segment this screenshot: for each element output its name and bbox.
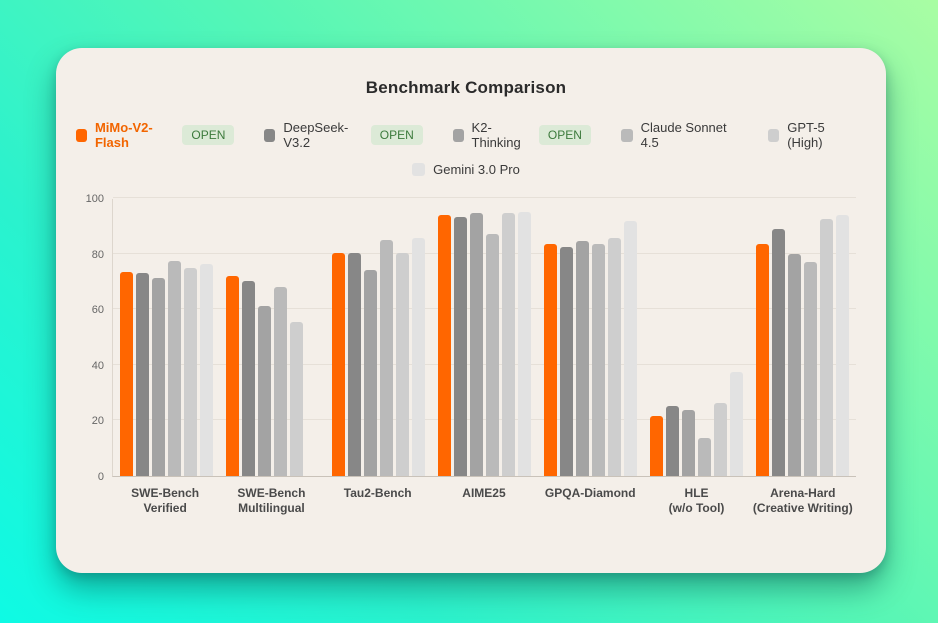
legend-item-claude-sonnet-4-5: Claude Sonnet 4.5 bbox=[620, 120, 738, 150]
bar-claude-sonnet-4-5 bbox=[379, 240, 393, 476]
y-axis: 0 20 40 60 80 100 bbox=[76, 193, 112, 483]
bar-k2-thinking bbox=[788, 254, 802, 476]
bar-group bbox=[113, 199, 219, 476]
bar-k2-thinking bbox=[151, 278, 165, 476]
gridline bbox=[113, 197, 856, 198]
x-axis-label: Arena-Hard (Creative Writing) bbox=[752, 486, 853, 515]
y-tick-label: 80 bbox=[91, 248, 104, 261]
y-tick-label: 40 bbox=[91, 359, 104, 372]
legend-label: GPT-5 (High) bbox=[787, 120, 825, 150]
x-axis-label: GPQA-Diamond bbox=[544, 486, 636, 500]
bar-claude-sonnet-4-5 bbox=[485, 234, 499, 476]
legend-label: Claude Sonnet 4.5 bbox=[640, 120, 727, 150]
x-axis-label: AIME25 bbox=[462, 486, 506, 500]
bar-gemini-3-0-pro bbox=[411, 238, 425, 476]
bar-mimo-v2-flash bbox=[331, 253, 345, 476]
legend-item-gpt-5-high-: GPT-5 (High) bbox=[767, 120, 856, 150]
legend-row-2: Gemini 3.0 Pro bbox=[76, 162, 856, 177]
legend-label: MiMo-V2-Flash bbox=[94, 120, 153, 150]
x-axis-label: HLE (w/o Tool) bbox=[668, 486, 725, 515]
bar-k2-thinking bbox=[469, 213, 483, 476]
bar-claude-sonnet-4-5 bbox=[592, 244, 606, 476]
bar-claude-sonnet-4-5 bbox=[273, 287, 287, 476]
x-axis-label: SWE-Bench Multilingual bbox=[237, 486, 306, 515]
bar-k2-thinking bbox=[363, 270, 377, 476]
legend-label: DeepSeek-V3.2 bbox=[283, 120, 349, 150]
legend-item-k2-thinking: K2-Thinking OPEN bbox=[452, 120, 591, 150]
bar-mimo-v2-flash bbox=[650, 416, 664, 476]
bar-mimo-v2-flash bbox=[544, 244, 558, 476]
legend-item-gemini-3-0-pro: Gemini 3.0 Pro bbox=[412, 162, 520, 177]
gridline bbox=[113, 363, 856, 365]
legend-swatch-icon bbox=[767, 128, 780, 142]
y-tick-label: 0 bbox=[97, 471, 104, 483]
legend-label: K2-Thinking bbox=[471, 120, 521, 150]
legend-swatch-icon bbox=[76, 128, 87, 142]
bar-gemini-3-0-pro bbox=[517, 212, 531, 476]
bar-deepseek-v3-2 bbox=[560, 247, 574, 476]
bar-gpt-5-high- bbox=[714, 403, 728, 476]
bar-mimo-v2-flash bbox=[756, 244, 770, 476]
legend-swatch-icon bbox=[452, 128, 464, 142]
legend-swatch-icon bbox=[264, 128, 276, 142]
legend-label: Gemini 3.0 Pro bbox=[433, 162, 520, 177]
y-tick-label: 60 bbox=[91, 304, 104, 317]
gridline bbox=[113, 252, 856, 254]
bar-claude-sonnet-4-5 bbox=[167, 261, 181, 476]
bar-group bbox=[538, 199, 644, 476]
legend-swatch-icon bbox=[412, 163, 426, 176]
bar-claude-sonnet-4-5 bbox=[804, 262, 818, 476]
open-badge: OPEN bbox=[370, 125, 423, 145]
plot-area bbox=[112, 197, 856, 477]
bar-groups bbox=[113, 199, 856, 476]
benchmark-card: Benchmark Comparison MiMo-V2-Flash OPEN De… bbox=[56, 48, 886, 573]
x-axis-label: Tau2-Bench bbox=[343, 486, 412, 500]
legend-item-deepseek-v3-2: DeepSeek-V3.2 OPEN bbox=[264, 120, 423, 150]
y-tick-label: 20 bbox=[91, 415, 104, 428]
legend-row-1: MiMo-V2-Flash OPEN DeepSeek-V3.2 OPEN K2-Thi… bbox=[76, 120, 856, 150]
bar-gemini-3-0-pro bbox=[624, 221, 638, 476]
bar-group bbox=[219, 199, 325, 476]
bar-gemini-3-0-pro bbox=[730, 372, 744, 476]
bar-gpt-5-high- bbox=[289, 322, 303, 476]
bar-gemini-3-0-pro bbox=[199, 264, 213, 476]
bar-group bbox=[325, 199, 431, 476]
gridline bbox=[113, 308, 856, 310]
bar-deepseek-v3-2 bbox=[347, 253, 361, 476]
bar-gpt-5-high- bbox=[183, 268, 197, 476]
bar-group bbox=[644, 199, 750, 476]
bar-k2-thinking bbox=[682, 410, 696, 476]
bar-mimo-v2-flash bbox=[225, 276, 239, 476]
legend-swatch-icon bbox=[620, 128, 633, 142]
bar-mimo-v2-flash bbox=[119, 272, 133, 476]
bar-gpt-5-high- bbox=[501, 213, 515, 476]
bar-k2-thinking bbox=[576, 241, 590, 476]
bar-deepseek-v3-2 bbox=[135, 273, 149, 476]
x-axis-labels: SWE-Bench Verified SWE-Bench Multilingual… bbox=[112, 486, 856, 516]
x-axis-label: SWE-Bench Verified bbox=[131, 486, 200, 515]
y-tick-label: 100 bbox=[85, 193, 104, 205]
open-badge: OPEN bbox=[538, 125, 591, 145]
bar-gpt-5-high- bbox=[608, 238, 622, 476]
bar-gpt-5-high- bbox=[820, 219, 834, 476]
bar-claude-sonnet-4-5 bbox=[698, 438, 712, 476]
open-badge: OPEN bbox=[182, 125, 235, 145]
chart-legend: MiMo-V2-Flash OPEN DeepSeek-V3.2 OPEN K2-Thi… bbox=[76, 120, 856, 177]
bar-k2-thinking bbox=[257, 306, 271, 476]
bar-deepseek-v3-2 bbox=[241, 281, 255, 476]
bar-deepseek-v3-2 bbox=[666, 406, 680, 476]
bar-deepseek-v3-2 bbox=[453, 217, 467, 476]
bar-group bbox=[431, 199, 537, 476]
gridline bbox=[113, 419, 856, 421]
bar-deepseek-v3-2 bbox=[772, 229, 786, 476]
bar-gpt-5-high- bbox=[395, 253, 409, 476]
bar-gemini-3-0-pro bbox=[836, 215, 850, 476]
legend-item-mimo-v2-flash: MiMo-V2-Flash OPEN bbox=[76, 120, 235, 150]
chart-title: Benchmark Comparison bbox=[365, 78, 567, 97]
bar-mimo-v2-flash bbox=[437, 215, 451, 476]
bar-chart: 0 20 40 60 80 100 bbox=[76, 193, 856, 483]
bar-group bbox=[750, 199, 856, 476]
